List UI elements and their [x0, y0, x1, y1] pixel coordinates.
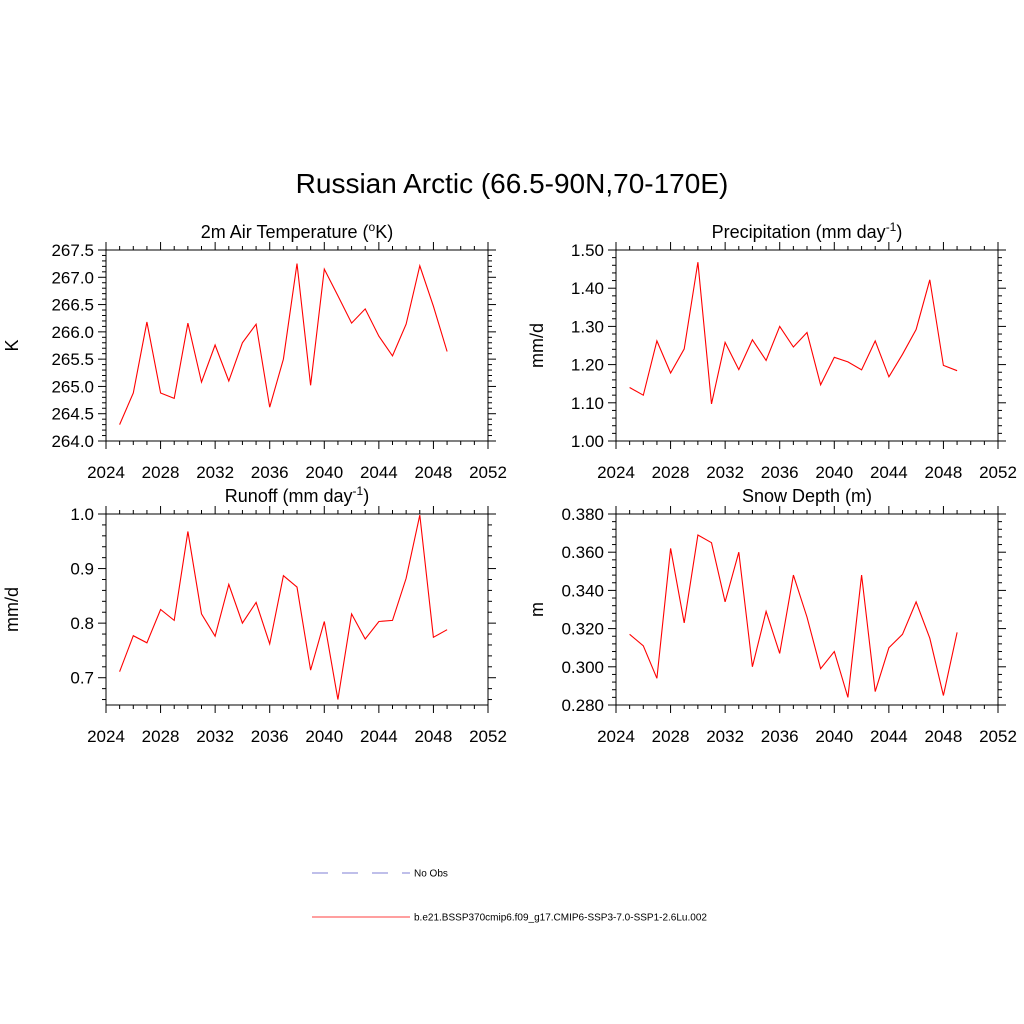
y-tick-label: 1.20 [571, 356, 604, 375]
y-tick-label: 0.7 [70, 669, 94, 688]
series-line [629, 534, 958, 698]
panel-title: Snow Depth (m) [742, 486, 872, 506]
x-tick-label: 2024 [87, 463, 125, 482]
page-title: Russian Arctic (66.5-90N,70-170E) [295, 168, 729, 199]
x-tick-label: 2044 [360, 463, 398, 482]
x-tick-label: 2028 [142, 727, 180, 746]
series-line [119, 263, 448, 425]
y-tick-label: 1.0 [70, 505, 94, 524]
x-tick-label: 2024 [597, 727, 635, 746]
x-tick-label: 2032 [196, 463, 234, 482]
y-tick-label: 0.9 [70, 560, 94, 579]
x-tick-label: 2032 [706, 463, 744, 482]
y-tick-label: 266.5 [51, 296, 94, 315]
x-tick-label: 2040 [815, 727, 853, 746]
legend-label-no-obs: No Obs [414, 869, 448, 880]
y-tick-label: 0.380 [561, 505, 604, 524]
series-line [629, 262, 958, 405]
y-tick-label: 1.40 [571, 279, 604, 298]
x-tick-label: 2032 [196, 727, 234, 746]
y-axis-label: m [527, 602, 547, 617]
x-tick-label: 2024 [87, 727, 125, 746]
plot-frame [615, 513, 999, 706]
y-tick-label: 0.280 [561, 696, 604, 715]
x-tick-label: 2028 [652, 463, 690, 482]
x-tick-label: 2036 [761, 727, 799, 746]
y-axis-label: mm/d [527, 323, 547, 368]
panel-air-temperature: 2024 2028 2032 2036 2040 2044 2048 2052 264.0 264… [2, 220, 507, 482]
x-tick-label: 2040 [305, 727, 343, 746]
y-axis-label: mm/d [2, 587, 22, 632]
y-tick-label: 266.0 [51, 323, 94, 342]
x-tick-label: 2052 [979, 463, 1017, 482]
panel-snow-depth: 2024 2028 2032 2036 2040 2044 2048 2052 0.280 0.3… [527, 486, 1017, 746]
y-tick-label: 0.320 [561, 620, 604, 639]
legend: No Obs b.e21.BSSP370cmip6.f09_g17.CMIP6-… [312, 869, 707, 924]
x-tick-label: 2032 [706, 727, 744, 746]
panel-precipitation: 2024 2028 2032 2036 2040 2044 2048 2052 1.00 1.10… [527, 220, 1017, 482]
x-tick-label: 2036 [251, 727, 289, 746]
x-tick-label: 2044 [870, 727, 908, 746]
legend-label-model: b.e21.BSSP370cmip6.f09_g17.CMIP6-SSP3-7.… [414, 913, 707, 924]
y-tick-label: 1.50 [571, 241, 604, 260]
y-tick-label: 1.10 [571, 394, 604, 413]
x-tick-label: 2052 [979, 727, 1017, 746]
panel-title: Runoff (mm day-1) [225, 484, 369, 506]
y-tick-label: 0.300 [561, 658, 604, 677]
y-tick-label: 264.5 [51, 405, 94, 424]
y-tick-label: 267.5 [51, 241, 94, 260]
x-tick-label: 2040 [815, 463, 853, 482]
y-tick-label: 1.30 [571, 317, 604, 336]
y-tick-label: 265.0 [51, 377, 94, 396]
x-tick-label: 2048 [925, 727, 963, 746]
y-tick-label: 265.5 [51, 350, 94, 369]
series-line [119, 514, 448, 700]
x-tick-label: 2052 [469, 463, 507, 482]
panel-title: Precipitation (mm day-1) [712, 220, 903, 242]
y-tick-label: 1.00 [571, 432, 604, 451]
x-tick-label: 2048 [415, 463, 453, 482]
panel-title: 2m Air Temperature (oK) [201, 220, 393, 242]
x-tick-label: 2036 [251, 463, 289, 482]
x-tick-label: 2024 [597, 463, 635, 482]
x-tick-label: 2040 [305, 463, 343, 482]
y-tick-label: 0.360 [561, 543, 604, 562]
plot-frame [105, 249, 489, 442]
y-axis-label: K [2, 339, 22, 351]
x-tick-label: 2052 [469, 727, 507, 746]
x-tick-label: 2028 [652, 727, 690, 746]
x-tick-label: 2028 [142, 463, 180, 482]
panel-runoff: 2024 2028 2032 2036 2040 2044 2048 2052 0.7 0.8 0.… [2, 484, 507, 746]
y-tick-label: 0.8 [70, 614, 94, 633]
x-tick-label: 2048 [415, 727, 453, 746]
y-tick-label: 264.0 [51, 432, 94, 451]
y-tick-label: 267.0 [51, 268, 94, 287]
y-tick-label: 0.340 [561, 581, 604, 600]
x-tick-label: 2044 [870, 463, 908, 482]
x-tick-label: 2048 [925, 463, 963, 482]
x-tick-label: 2036 [761, 463, 799, 482]
x-tick-label: 2044 [360, 727, 398, 746]
